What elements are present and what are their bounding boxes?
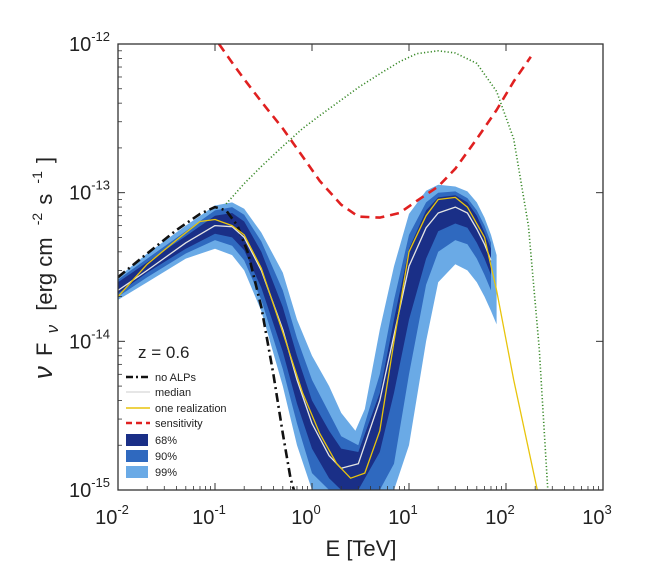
legend-swatch-68: [126, 434, 148, 446]
legend-label-99: 99%: [155, 467, 177, 479]
y-label-sub-nu: ν: [43, 324, 62, 333]
y-tick-label: 10-15: [69, 475, 110, 502]
legend-label-sensitivity: sensitivity: [155, 418, 203, 430]
x-axis-label: E [TeV]: [326, 536, 397, 561]
y-label-exp1: -2: [29, 213, 45, 226]
legend-label-90: 90%: [155, 451, 177, 463]
tick-layer: 10-2 10-1 100 101 102 103 10-15 10-14 10-13 10-12: [69, 29, 612, 529]
y-label-s: s: [32, 194, 57, 205]
y-label-exp2: -1: [29, 171, 45, 184]
legend-swatch-90: [126, 450, 148, 462]
legend-label-no-alps: no ALPs: [155, 372, 196, 384]
legend-label-median: median: [155, 387, 191, 399]
series-line-sensitivity: [217, 44, 532, 219]
data-layer: [118, 44, 549, 490]
series-line-one-realization: [118, 196, 538, 490]
x-tick-label: 103: [582, 502, 611, 529]
legend-label-one-realization: one realization: [155, 403, 227, 415]
y-label-F: F: [32, 343, 57, 356]
x-tick-label: 102: [485, 502, 514, 529]
legend-swatch-99: [126, 466, 148, 478]
band-90: [118, 191, 491, 490]
y-tick-label: 10-14: [69, 326, 110, 353]
x-tick-label: 100: [291, 502, 320, 529]
y-label-unit: [erg cm: [32, 237, 57, 310]
svg-text:ν F ν [erg c: ν F ν [erg cm -2 s -1 ]: [22, 157, 63, 379]
y-label-nu: ν: [28, 366, 58, 379]
legend: no ALPs median one realization sensitivity 6…: [126, 372, 227, 479]
x-tick-label: 101: [388, 502, 417, 529]
series-line-intrinsic-no-absorption: [225, 49, 549, 490]
series-line-no-alps: [118, 205, 296, 490]
y-tick-label: 10-13: [69, 178, 110, 205]
plot-area: [118, 44, 603, 490]
axes-frame: [117, 43, 604, 491]
y-axis-label: ν F ν [erg cm -2 s -1 ]: [22, 157, 63, 379]
y-label-close: ]: [32, 157, 57, 163]
x-tick-label: 10-1: [192, 502, 226, 529]
legend-label-68: 68%: [155, 435, 177, 447]
redshift-annotation: z = 0.6: [138, 343, 190, 362]
y-tick-label: 10-12: [69, 29, 110, 56]
x-tick-label: 10-2: [95, 502, 129, 529]
